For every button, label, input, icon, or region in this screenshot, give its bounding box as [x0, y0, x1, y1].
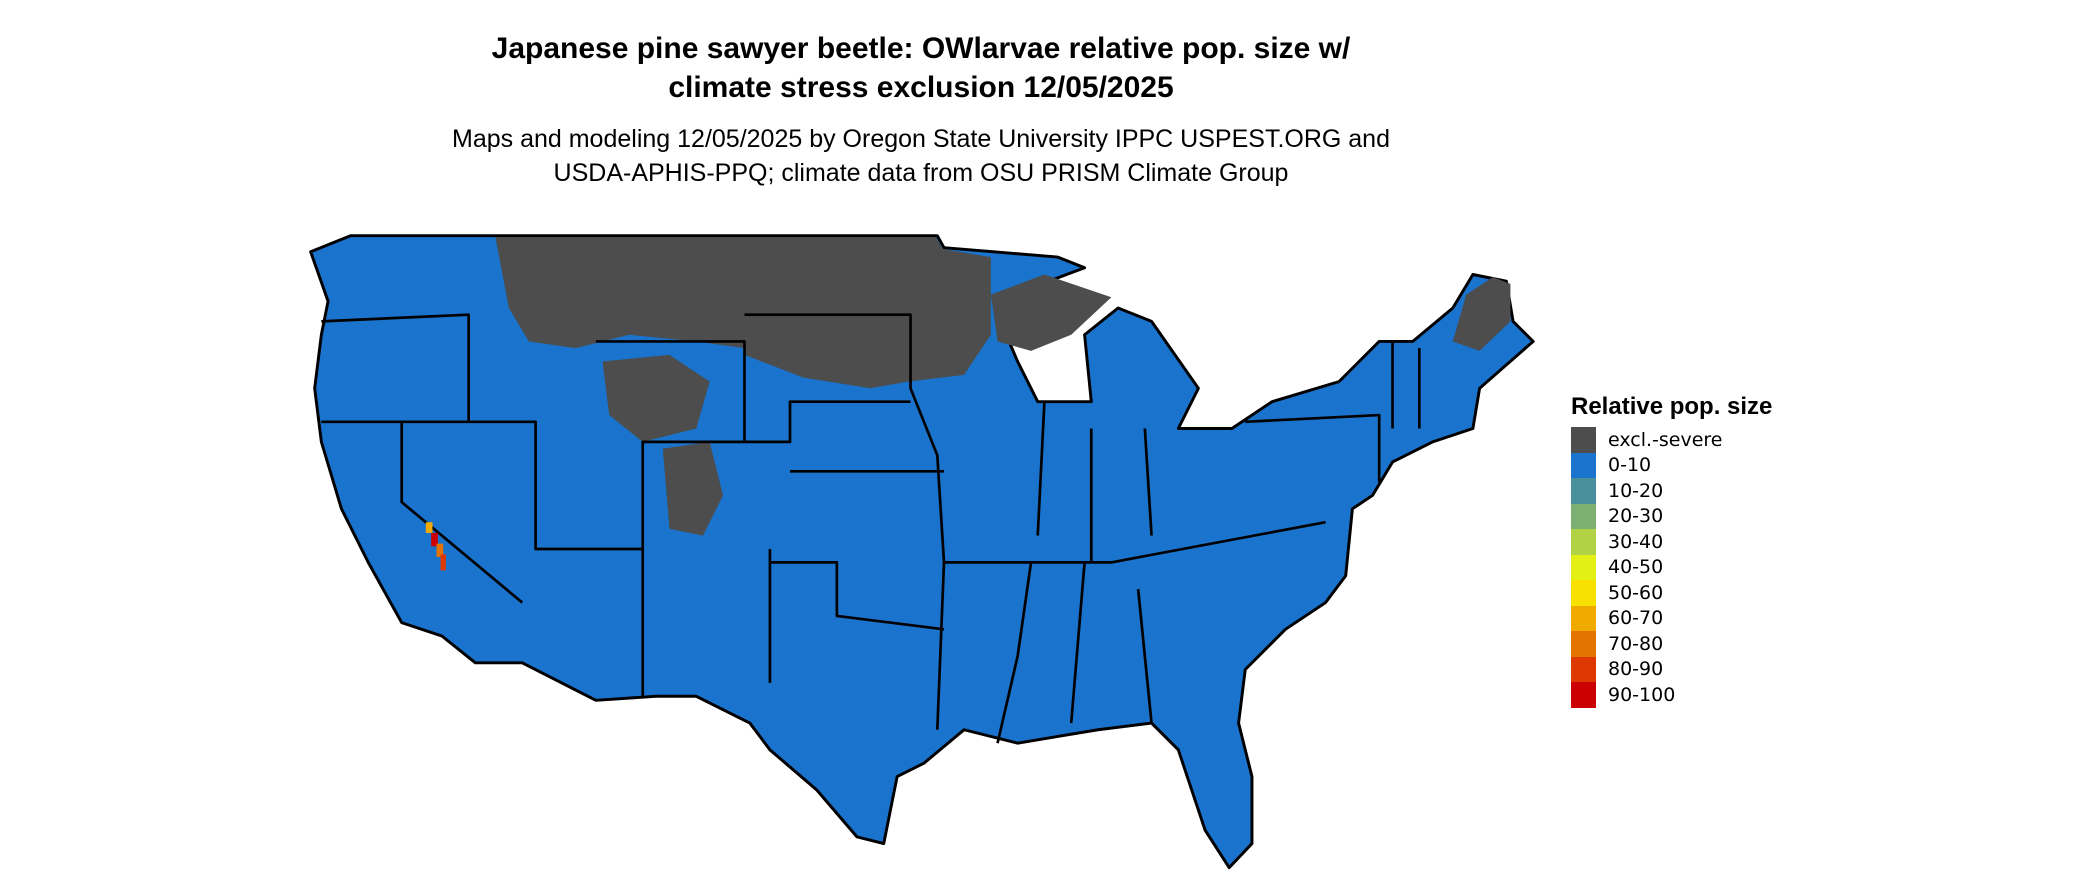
legend-swatch [1571, 452, 1596, 478]
legend-item: 40-50 [1571, 554, 1772, 580]
subtitle-line-2: USDA-APHIS-PPQ; climate data from OSU PR… [553, 159, 1289, 187]
subtitle-line-1: Maps and modeling 12/05/2025 by Oregon S… [452, 125, 1390, 153]
legend-label: 50-60 [1608, 581, 1664, 604]
legend-label: 20-30 [1608, 505, 1664, 528]
excluded-region-montana [495, 237, 745, 349]
legend-swatch [1571, 580, 1596, 606]
excluded-region-northern-plains [744, 237, 991, 389]
legend-label: 10-20 [1608, 479, 1664, 502]
legend-swatch [1571, 631, 1596, 657]
legend-item: 90-100 [1571, 682, 1772, 708]
map-subtitle: Maps and modeling 12/05/2025 by Oregon S… [321, 122, 1521, 190]
legend-item: excl.-severe [1571, 427, 1772, 453]
legend-item: 60-70 [1571, 605, 1772, 631]
legend-label: 40-50 [1608, 556, 1664, 579]
map-title: Japanese pine sawyer beetle: OWlarvae re… [321, 29, 1521, 107]
legend-swatch [1571, 427, 1596, 453]
legend-item: 20-30 [1571, 503, 1772, 529]
excluded-region-maine [1452, 277, 1511, 351]
excluded-regions [495, 237, 1511, 536]
legend-item: 50-60 [1571, 580, 1772, 606]
excluded-region-colorado [662, 441, 724, 536]
legend-swatch [1571, 529, 1596, 555]
legend-swatch [1571, 503, 1596, 529]
hotspot-california [425, 522, 446, 571]
legend-item: 80-90 [1571, 656, 1772, 682]
legend-swatch [1571, 682, 1596, 708]
excluded-region-wisconsin-michigan [990, 274, 1112, 351]
excluded-region-wyoming [602, 354, 710, 442]
legend-item: 10-20 [1571, 478, 1772, 504]
legend-label: 0-10 [1608, 454, 1652, 477]
title-line-2: climate stress exclusion 12/05/2025 [668, 71, 1174, 104]
legend-label: 30-40 [1608, 530, 1664, 553]
legend-item: 0-10 [1571, 452, 1772, 478]
legend-items: excl.-severe 0-10 10-20 20-30 30-40 40-50 50-6… [1571, 427, 1772, 708]
legend-title: Relative pop. size [1571, 393, 1773, 420]
legend-swatch [1571, 656, 1596, 682]
legend-label: 60-70 [1608, 607, 1664, 630]
legend-item: 30-40 [1571, 529, 1772, 555]
legend-swatch [1571, 554, 1596, 580]
legend-label: 80-90 [1608, 658, 1664, 681]
legend-item: 70-80 [1571, 631, 1772, 657]
title-line-1: Japanese pine sawyer beetle: OWlarvae re… [491, 32, 1351, 65]
legend-label: excl.-severe [1608, 428, 1723, 451]
legend-label: 70-80 [1608, 632, 1664, 655]
legend-swatch [1571, 605, 1596, 631]
legend: Relative pop. size excl.-severe 0-10 10-20… [1571, 392, 1772, 708]
legend-label: 90-100 [1608, 683, 1676, 706]
legend-swatch [1571, 478, 1596, 504]
state-boundaries [321, 313, 1421, 744]
